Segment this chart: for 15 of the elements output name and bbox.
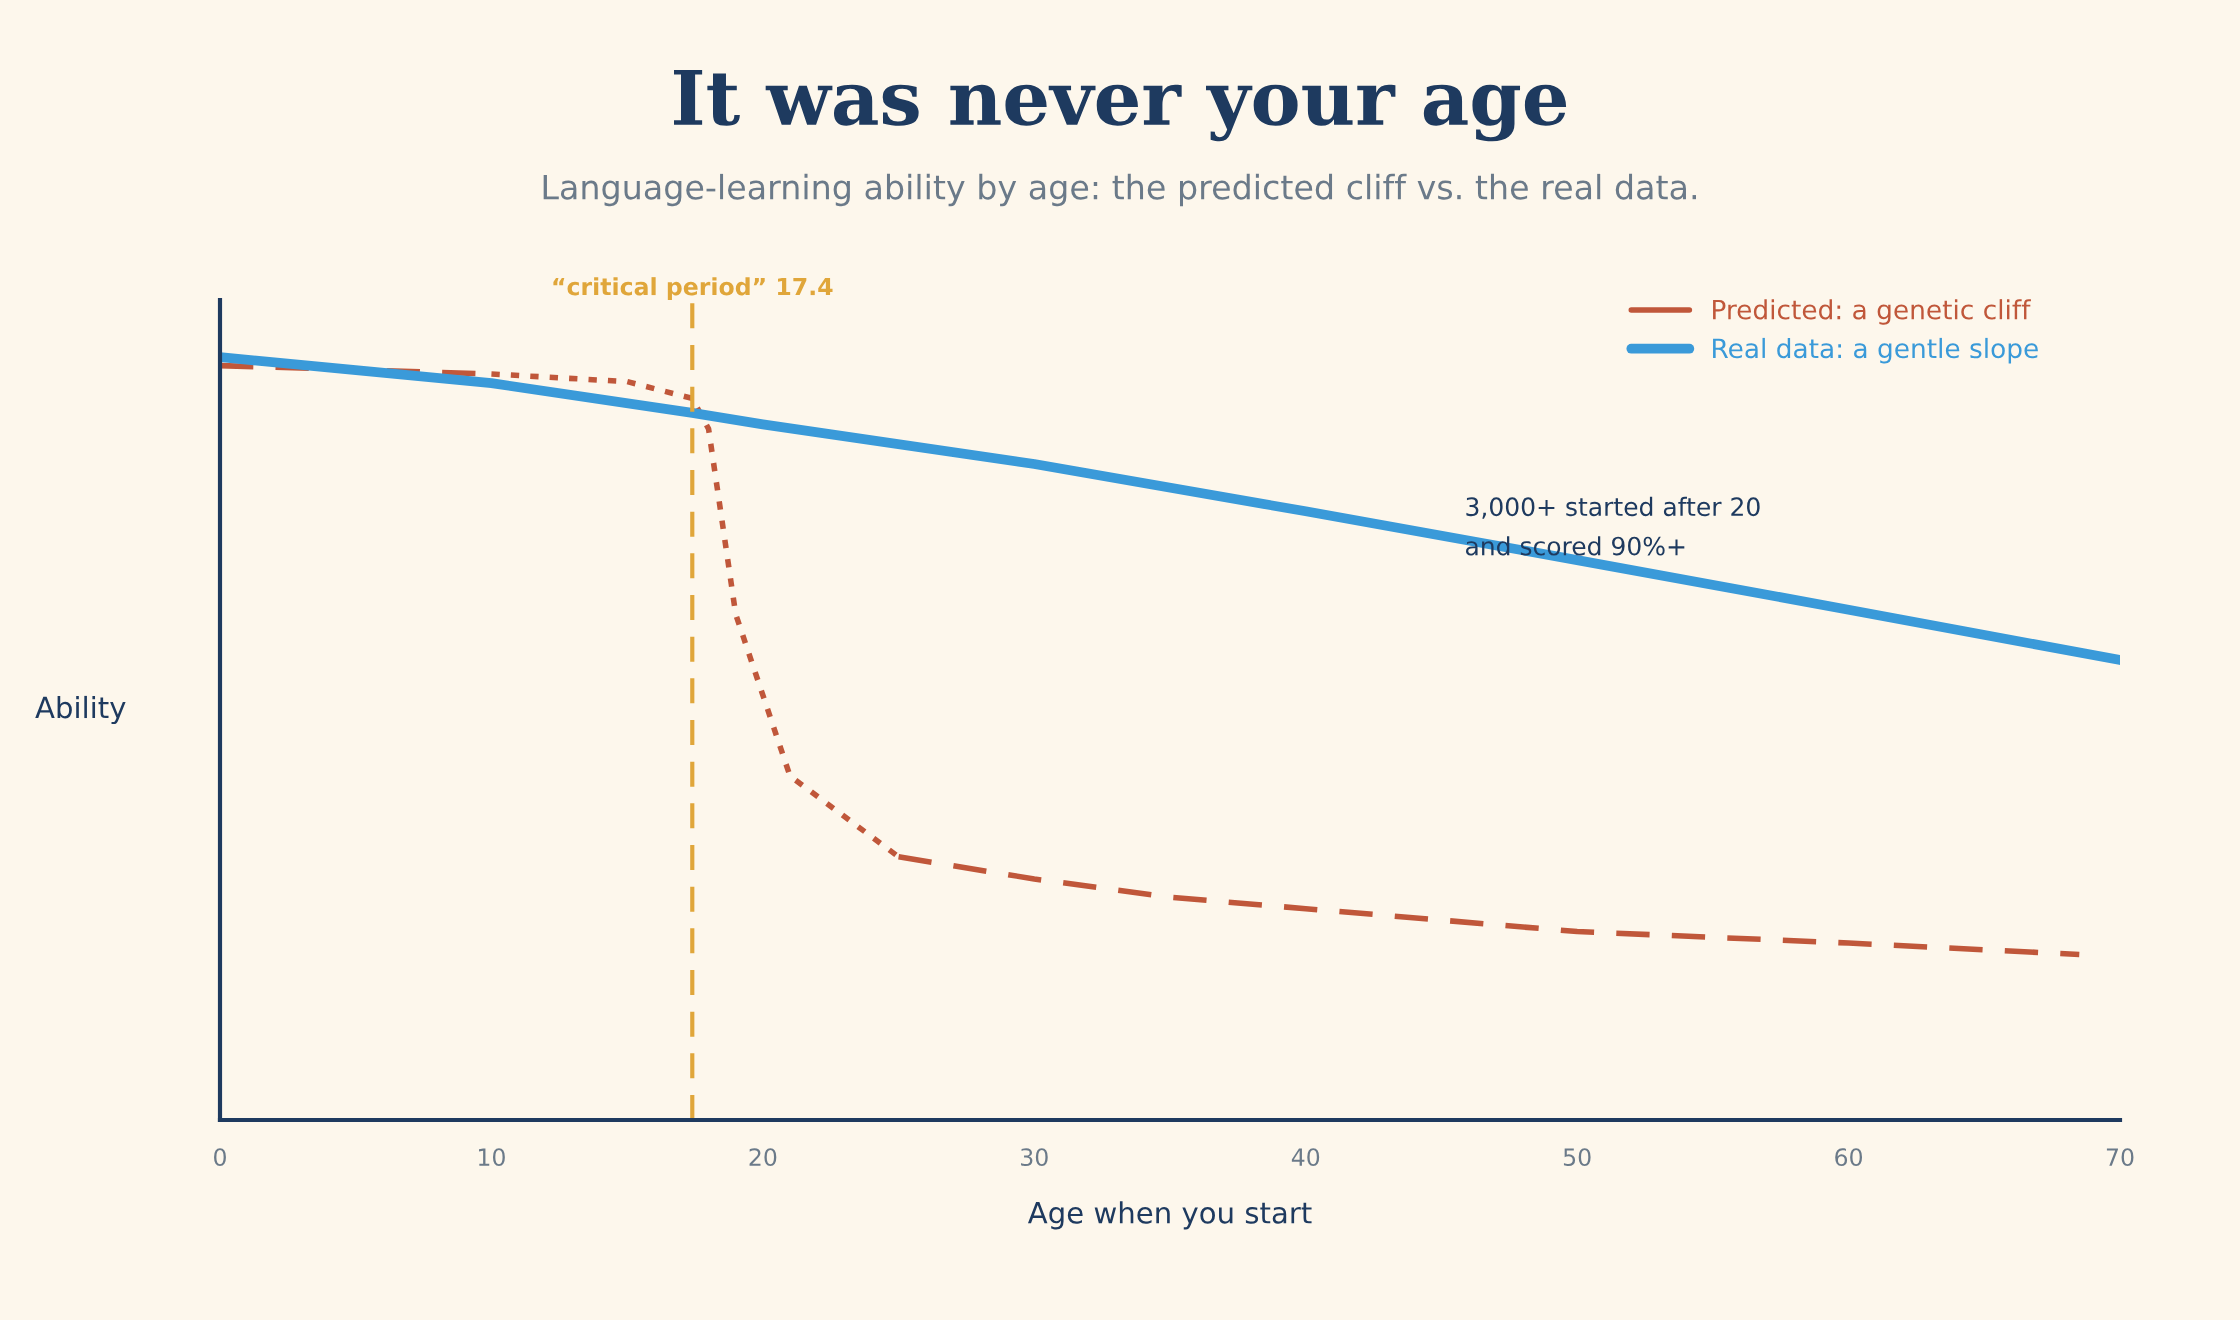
legend-label: Real data: a gentle slope <box>1713 337 2038 364</box>
x-tick-label: 20 <box>749 1148 777 1167</box>
x-tick-label: 10 <box>479 1148 505 1167</box>
legend-label: Predicted: a genetic cliff <box>1713 299 2031 325</box>
x-tick-label: 30 <box>1021 1148 1048 1167</box>
x-tick-label: 0 <box>214 1148 226 1167</box>
x-tick-label: 40 <box>1291 1148 1320 1167</box>
chart-subtitle: Language-learning ability by age: the predicted cliff vs. the real data. <box>543 173 1696 207</box>
chart-title: It was never your age <box>674 69 1567 142</box>
x-tick-label: 70 <box>2106 1148 2134 1167</box>
ref-line-label: “critical period” 17.4 <box>553 277 833 300</box>
x-tick-label: 50 <box>1563 1148 1591 1167</box>
x-tick-label: 60 <box>1835 1148 1863 1167</box>
y-axis-title: Ability <box>35 695 126 725</box>
x-axis-title: Age when you start <box>1027 1201 1312 1230</box>
